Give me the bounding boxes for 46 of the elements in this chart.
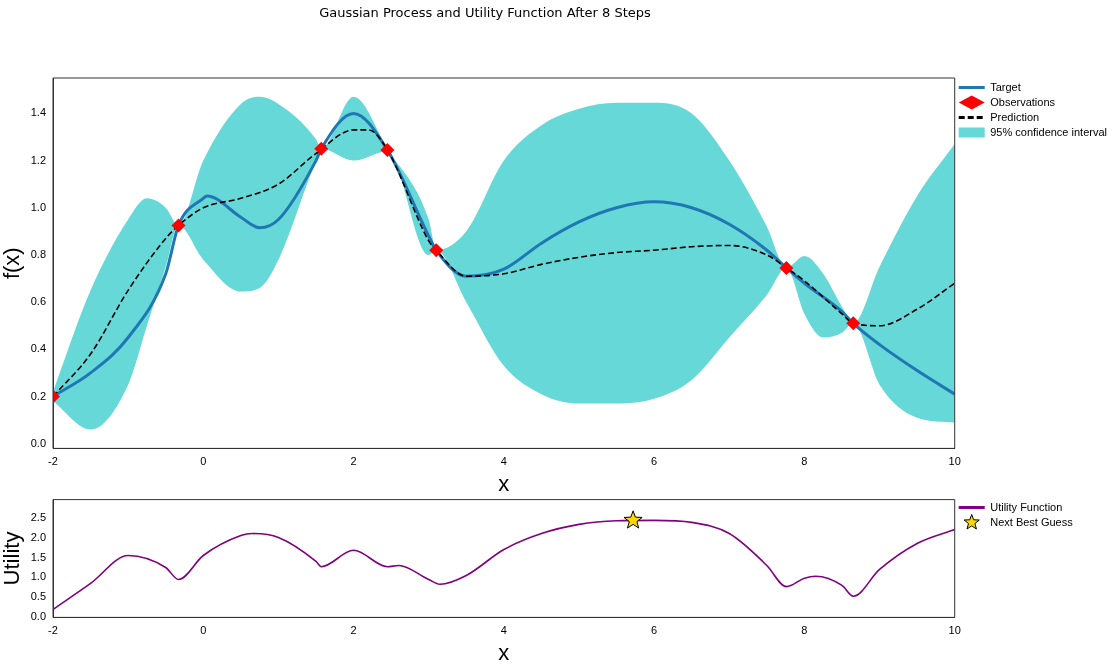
x-axis-title: x bbox=[498, 639, 510, 665]
x-tick-label: 10 bbox=[948, 455, 961, 468]
legend-label: Next Best Guess bbox=[990, 515, 1074, 528]
legend-label: Target bbox=[990, 80, 1021, 93]
y-tick-label: 1.0 bbox=[30, 200, 46, 213]
y-tick-label: 0.4 bbox=[30, 342, 46, 355]
y-tick-label: 2.0 bbox=[30, 530, 46, 543]
x-axis-title: x bbox=[498, 470, 510, 496]
y-tick-label: 0.5 bbox=[30, 590, 46, 603]
y-axis-title: Utility bbox=[0, 531, 25, 586]
x-tick-label: 2 bbox=[350, 624, 357, 637]
point bbox=[380, 142, 395, 157]
y-tick-label: 0.6 bbox=[30, 295, 46, 308]
x-tick-label: 6 bbox=[651, 455, 658, 468]
x-tick-label: 10 bbox=[948, 624, 961, 637]
legend-label: 95% confidence interval bbox=[990, 125, 1107, 138]
chart-title: Gaussian Process and Utility Function After 8 Steps bbox=[318, 5, 652, 20]
x-tick-label: -2 bbox=[48, 455, 58, 468]
x-tick-label: 8 bbox=[801, 455, 808, 468]
y-axis-title: f(x) bbox=[0, 247, 25, 280]
y-tick-label: 0.2 bbox=[30, 389, 46, 402]
legend-label: Utility Function bbox=[990, 500, 1063, 513]
y-tick-label: 1.4 bbox=[30, 106, 46, 119]
x-tick-label: 0 bbox=[200, 455, 207, 468]
y-tick-label: 0.0 bbox=[30, 436, 46, 449]
legend-label: Prediction bbox=[990, 110, 1040, 123]
point bbox=[846, 316, 861, 331]
point bbox=[429, 243, 444, 258]
y-tick-label: 2.5 bbox=[30, 510, 46, 523]
x-tick-label: 0 bbox=[200, 624, 207, 637]
y-tick-label: 0.8 bbox=[30, 247, 46, 260]
point bbox=[171, 218, 186, 233]
x-tick-label: 6 bbox=[651, 624, 658, 637]
y-tick-label: 1.5 bbox=[30, 550, 46, 563]
line-series bbox=[53, 519, 955, 611]
x-tick-label: 2 bbox=[350, 455, 357, 468]
point bbox=[779, 260, 794, 275]
x-tick-label: 4 bbox=[500, 624, 507, 637]
legend-label: Observations bbox=[990, 95, 1056, 108]
y-tick-label: 1.0 bbox=[30, 570, 46, 583]
y-tick-label: 0.0 bbox=[30, 610, 46, 623]
x-tick-label: -2 bbox=[48, 624, 58, 637]
x-tick-label: 8 bbox=[801, 624, 808, 637]
y-tick-label: 1.2 bbox=[30, 153, 46, 166]
x-tick-label: 4 bbox=[500, 455, 507, 468]
point bbox=[314, 141, 329, 156]
